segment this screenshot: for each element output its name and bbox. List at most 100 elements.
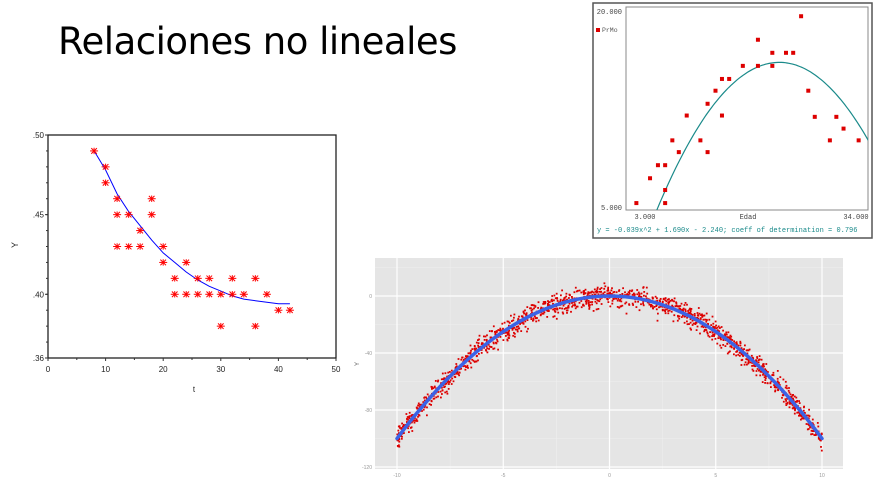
data-point <box>676 150 681 155</box>
y-axis-label: Y <box>355 362 361 366</box>
top-right-plot: 20.000 5.000 3.000 34.000 Edad PrMo y = -0.039… <box>592 2 873 239</box>
fit-curve <box>656 61 868 210</box>
data-point <box>856 138 861 143</box>
data-point <box>755 63 760 68</box>
legend-label: PrMo <box>602 27 618 34</box>
data-point-asterisk <box>182 291 191 298</box>
fit-curve <box>93 150 290 305</box>
data-point <box>834 114 839 119</box>
data-point <box>841 126 846 131</box>
data-point <box>740 63 745 68</box>
data-point-asterisk <box>205 275 214 282</box>
data-point <box>663 163 668 168</box>
data-point-asterisk <box>101 163 110 171</box>
fit-curve <box>395 294 824 441</box>
data-point-asterisk <box>228 291 237 298</box>
x-tick-label: 5 <box>714 473 717 479</box>
data-point <box>799 14 804 19</box>
data-point-asterisk <box>239 291 248 298</box>
data-point <box>648 176 653 181</box>
data-point <box>770 50 775 55</box>
data-point <box>670 138 675 143</box>
bottom-plot: -10 -5 0 5 10 0 -40 -80 -120 Y <box>355 258 843 479</box>
data-point <box>806 88 811 93</box>
data-point <box>663 201 668 206</box>
y-tick-label: -120 <box>362 465 372 471</box>
y-tick-label: .50 <box>33 131 45 140</box>
x-tick-label: 0 <box>46 365 51 374</box>
data-point-asterisk <box>193 291 202 298</box>
data-point-asterisk <box>170 275 179 282</box>
data-point-asterisk <box>136 243 145 250</box>
data-point-asterisk <box>182 259 191 266</box>
data-point-asterisk <box>90 147 99 155</box>
legend-marker-icon <box>596 28 600 32</box>
data-point <box>634 201 639 206</box>
data-point <box>684 113 689 118</box>
data-point <box>719 113 724 118</box>
data-point-asterisk <box>216 291 225 298</box>
data-point-asterisk <box>113 243 122 250</box>
x-axis-label: Edad <box>740 214 757 222</box>
data-point <box>663 188 668 193</box>
x-tick-label: 50 <box>332 365 341 374</box>
data-point-asterisk <box>113 195 122 202</box>
data-point-asterisk <box>285 307 294 314</box>
data-point <box>698 138 703 143</box>
data-point-asterisk <box>124 211 133 218</box>
data-point-asterisk <box>274 307 283 314</box>
data-point-asterisk <box>147 195 156 202</box>
data-point-asterisk <box>216 322 225 330</box>
data-point-asterisk <box>193 275 202 282</box>
data-point-asterisk <box>124 243 133 250</box>
x-min-label: 3.000 <box>634 214 655 222</box>
x-tick-label: 0 <box>608 473 611 479</box>
data-point <box>783 50 788 55</box>
data-point-asterisk <box>170 291 179 298</box>
y-max-label: 20.000 <box>597 9 622 17</box>
y-tick-label: -80 <box>365 408 372 414</box>
x-max-label: 34.000 <box>843 214 868 222</box>
data-point-asterisk <box>262 291 271 298</box>
data-point <box>655 163 660 168</box>
y-tick-label: .40 <box>33 290 45 299</box>
data-point-asterisk <box>159 243 168 250</box>
data-point <box>719 76 724 81</box>
y-tick-label: -40 <box>365 351 372 357</box>
regression-equation: y = -0.039x^2 + 1.690x - 2.240; coeff of… <box>597 226 857 235</box>
y-tick-label: .36 <box>33 354 45 363</box>
left-plot-area: 0 10 20 30 40 50 .36 .40 .45 .50 t Y <box>10 131 341 394</box>
data-point <box>705 150 710 155</box>
data-point <box>713 88 718 93</box>
x-tick-label: 10 <box>101 365 110 374</box>
data-point <box>791 50 796 55</box>
data-point <box>770 63 775 68</box>
x-tick-label: -10 <box>393 473 400 479</box>
slide-title: Relaciones no lineales <box>58 20 457 63</box>
data-point <box>827 138 832 143</box>
data-point-asterisk <box>228 275 237 282</box>
x-tick-label: -5 <box>501 473 506 479</box>
data-point <box>812 114 817 119</box>
data-point-asterisk <box>159 259 168 266</box>
data-point-asterisk <box>205 291 214 298</box>
x-tick-label: 10 <box>819 473 825 479</box>
x-tick-label: 40 <box>274 365 283 374</box>
y-axis-label: Y <box>10 242 20 248</box>
x-tick-label: 30 <box>216 365 225 374</box>
y-tick-label: 0 <box>369 294 372 300</box>
data-point-asterisk <box>147 211 156 218</box>
data-point <box>727 76 732 81</box>
x-axis-label: t <box>193 385 196 394</box>
x-tick-label: 20 <box>159 365 168 374</box>
data-point <box>705 101 710 106</box>
data-point-asterisk <box>251 275 260 282</box>
data-point-asterisk <box>113 211 122 218</box>
data-point-asterisk <box>251 322 260 330</box>
y-min-label: 5.000 <box>601 205 622 213</box>
data-point-asterisk <box>136 227 145 234</box>
y-tick-label: .45 <box>33 211 45 220</box>
